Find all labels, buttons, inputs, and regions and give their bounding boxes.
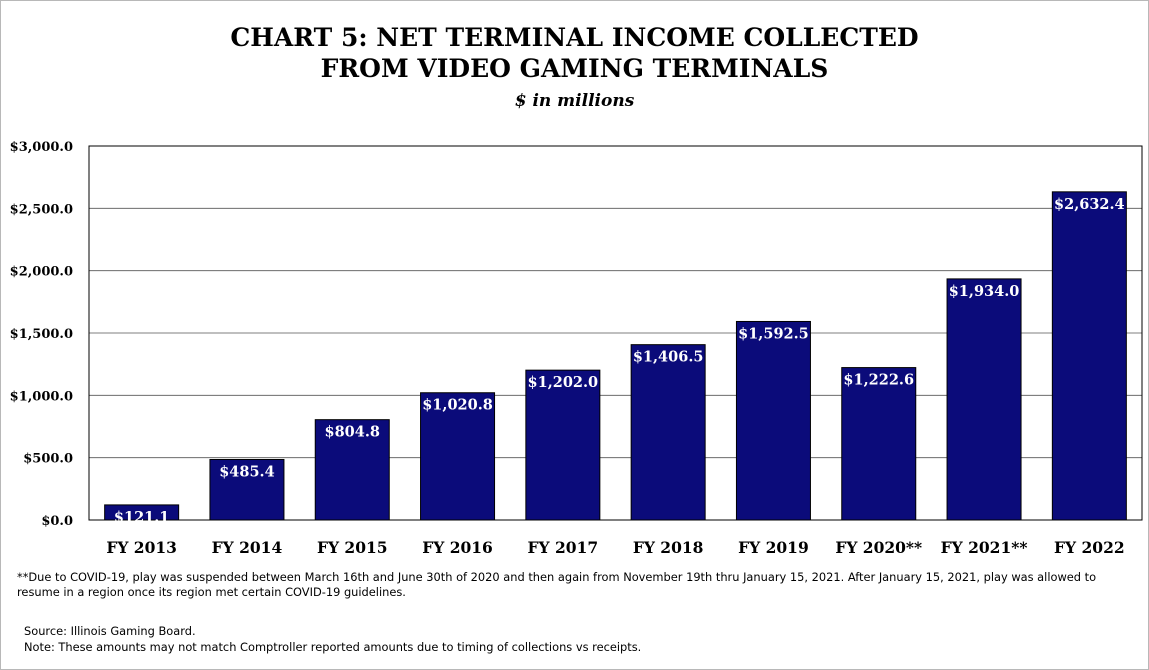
source-note: Source: Illinois Gaming Board. xyxy=(24,624,196,638)
x-tick-label: FY 2021** xyxy=(941,538,1028,557)
bar xyxy=(525,369,601,521)
data-label: $121.1 xyxy=(114,509,170,526)
bar xyxy=(420,392,496,521)
data-label: $1,934.0 xyxy=(949,283,1020,300)
y-tick-label: $2,500.0 xyxy=(10,202,73,217)
chart-title-line-1: CHART 5: NET TERMINAL INCOME COLLECTED xyxy=(230,23,919,52)
bar xyxy=(841,367,917,521)
covid-footnote: **Due to COVID-19, play was suspended be… xyxy=(17,570,1097,599)
x-tick-label: FY 2015 xyxy=(317,538,388,557)
y-tick-label: $1,500.0 xyxy=(10,327,73,342)
y-axis-ticks: $0.0 $500.0 $1,000.0 $1,500.0 $2,000.0 $2,500… xyxy=(10,140,73,529)
bar xyxy=(630,344,706,521)
bar xyxy=(946,278,1022,521)
data-label: $1,406.5 xyxy=(633,349,704,366)
y-tick-label: $500.0 xyxy=(23,452,73,467)
data-label: $2,632.4 xyxy=(1054,196,1125,213)
bars xyxy=(104,191,1127,521)
y-tick-label: $1,000.0 xyxy=(10,389,73,404)
y-tick-label: $2,000.0 xyxy=(10,265,73,280)
data-label: $485.4 xyxy=(219,463,275,480)
chart-title-line-2: FROM VIDEO GAMING TERMINALS xyxy=(320,54,829,83)
bar xyxy=(314,419,390,521)
data-label: $1,020.8 xyxy=(422,397,493,414)
data-label: $1,202.0 xyxy=(528,374,599,391)
x-tick-label: FY 2016 xyxy=(422,538,493,557)
x-tick-label: FY 2020** xyxy=(835,538,922,557)
x-axis-ticks: FY 2013 FY 2014 FY 2015 FY 2016 FY 2017 FY 20… xyxy=(106,538,1124,557)
plot-area-border xyxy=(88,145,1143,521)
bar-chart: $0.0 $500.0 $1,000.0 $1,500.0 $2,000.0 $2,500… xyxy=(10,140,1143,557)
data-labels: $121.1 $485.4 $804.8 $1,020.8 $1,202.0 $1,406… xyxy=(114,196,1125,526)
data-label: $1,222.6 xyxy=(843,372,914,389)
x-tick-label: FY 2022 xyxy=(1054,538,1125,557)
comptroller-note: Note: These amounts may not match Comptr… xyxy=(24,640,642,654)
x-tick-label: FY 2017 xyxy=(528,538,599,557)
x-tick-label: FY 2019 xyxy=(738,538,809,557)
x-tick-label: FY 2018 xyxy=(633,538,704,557)
chart-subtitle: $ in millions xyxy=(514,91,635,111)
data-label: $1,592.5 xyxy=(738,325,809,342)
bar xyxy=(735,320,811,521)
x-tick-label: FY 2013 xyxy=(106,538,177,557)
bar xyxy=(1051,191,1127,521)
x-tick-label: FY 2014 xyxy=(212,538,283,557)
bar xyxy=(209,458,285,521)
data-label: $804.8 xyxy=(325,424,381,441)
y-tick-label: $3,000.0 xyxy=(10,140,73,155)
y-tick-label: $0.0 xyxy=(41,514,73,529)
chart-title: CHART 5: NET TERMINAL INCOME COLLECTED F… xyxy=(0,22,1149,84)
